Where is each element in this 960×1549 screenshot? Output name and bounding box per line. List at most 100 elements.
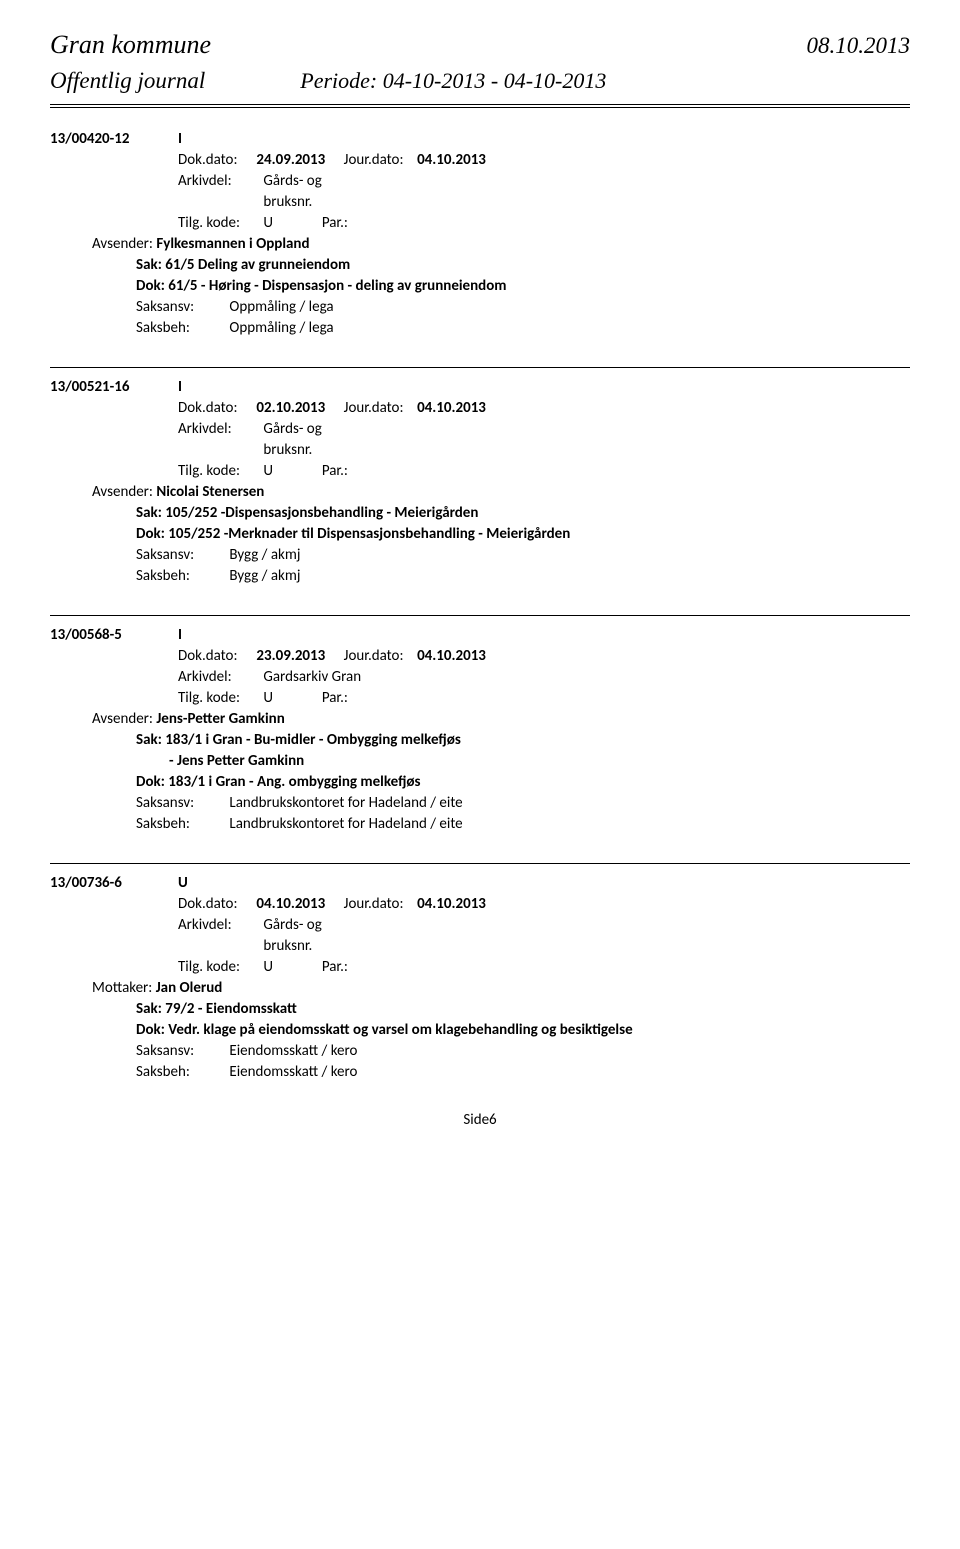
person-label: Avsender: [92,483,153,501]
dokdato-label: Dok.dato: [178,151,253,169]
arkivdel-label: Arkivdel: [178,668,260,686]
arkivdel-row: Arkivdel: Gårds- og [178,916,910,934]
sak-row: Sak: 183/1 i Gran - Bu-midler - Ombyggin… [136,731,910,749]
saksbeh-row: Saksbeh: Eiendomsskatt / kero [136,1063,910,1081]
dokdato-value: 23.09.2013 [256,647,325,665]
saksansv-row: Saksansv: Bygg / akmj [136,546,910,564]
tilgkode-row: Tilg. kode: U Par.: [178,689,910,707]
saksbeh-value: Oppmåling / lega [229,319,333,337]
tilgkode-row: Tilg. kode: U Par.: [178,462,910,480]
arkivdel-row2: bruksnr. [178,193,910,211]
saksansv-value: Eiendomsskatt / kero [229,1042,357,1060]
report-period: Periode: 04-10-2013 - 04-10-2013 [300,68,606,94]
dokdato-label: Dok.dato: [178,647,253,665]
saksansv-value: Bygg / akmj [229,546,300,564]
dates-row: Dok.dato: 24.09.2013 Jour.dato: 04.10.20… [178,151,910,169]
page-subheader: Offentlig journal Periode: 04-10-2013 - … [50,68,910,94]
arkivdel-label: Arkivdel: [178,172,260,190]
jourdato-label: Jour.dato: [344,895,404,913]
jourdato-value: 04.10.2013 [407,151,486,169]
sak-value: 105/252 -Dispensasjonsbehandling - Meier… [165,504,478,522]
doc-type: I [178,130,182,148]
arkivdel-row: Arkivdel: Gårds- og [178,420,910,438]
tilgkode-row: Tilg. kode: U Par.: [178,958,910,976]
arkivdel-value2: bruksnr. [263,441,312,459]
case-id: 13/00521-16 [50,378,178,396]
arkivdel-value2: bruksnr. [263,937,312,955]
saksbeh-row: Saksbeh: Bygg / akmj [136,567,910,585]
par-label: Par.: [322,689,348,707]
dok-row: Dok: Vedr. klage på eiendomsskatt og var… [136,1021,910,1039]
sak-row: Sak: 61/5 Deling av grunneiendom [136,256,910,274]
entry-divider [50,615,910,616]
journal-entry: 13/00420-12 I Dok.dato: 24.09.2013 Jour.… [50,130,910,337]
tilgkode-value: U [263,462,318,480]
saksansv-value: Landbrukskontoret for Hadeland / eite [229,794,462,812]
entry-divider [50,367,910,368]
jourdato-value: 04.10.2013 [407,647,486,665]
arkivdel-row: Arkivdel: Gårds- og [178,172,910,190]
saksbeh-row: Saksbeh: Landbrukskontoret for Hadeland … [136,815,910,833]
entry-header-row: 13/00420-12 I [50,130,910,148]
page-header: Gran kommune 08.10.2013 [50,30,910,60]
sak-label: Sak: [136,731,162,749]
entry-header-row: 13/00521-16 I [50,378,910,396]
saksansv-row: Saksansv: Landbrukskontoret for Hadeland… [136,794,910,812]
person-label: Mottaker: [92,979,152,997]
jourdato-label: Jour.dato: [344,399,404,417]
dates-row: Dok.dato: 23.09.2013 Jour.dato: 04.10.20… [178,647,910,665]
sak-label: Sak: [136,504,162,522]
arkivdel-label: Arkivdel: [178,420,260,438]
dates-row: Dok.dato: 04.10.2013 Jour.dato: 04.10.20… [178,895,910,913]
dok-value: 183/1 i Gran - Ang. ombygging melkefjøs [168,773,420,791]
dok-label: Dok: [136,277,165,295]
jourdato-value: 04.10.2013 [407,895,486,913]
dok-label: Dok: [136,773,165,791]
arkivdel-value: Gårds- og [263,420,321,438]
saksansv-row: Saksansv: Oppmåling / lega [136,298,910,316]
tilgkode-row: Tilg. kode: U Par.: [178,214,910,232]
arkivdel-row2: bruksnr. [178,937,910,955]
jourdato-label: Jour.dato: [344,647,404,665]
saksbeh-label: Saksbeh: [136,1063,226,1081]
sak-value: 183/1 i Gran - Bu-midler - Ombygging mel… [165,731,461,749]
sak-value: 79/2 - Eiendomsskatt [165,1000,297,1018]
par-label: Par.: [322,214,348,232]
case-id: 13/00420-12 [50,130,178,148]
entry-divider [50,863,910,864]
dok-row: Dok: 105/252 -Merknader til Dispensasjon… [136,525,910,543]
par-label: Par.: [322,958,348,976]
person-row: Avsender: Nicolai Stenersen [92,483,910,501]
tilgkode-label: Tilg. kode: [178,214,260,232]
person-value: Jan Olerud [156,979,223,997]
sak-value: 61/5 Deling av grunneiendom [165,256,350,274]
case-id: 13/00568-5 [50,626,178,644]
dok-label: Dok: [136,525,165,543]
doc-type: I [178,626,182,644]
saksansv-label: Saksansv: [136,794,226,812]
saksbeh-row: Saksbeh: Oppmåling / lega [136,319,910,337]
arkivdel-value: Gårds- og [263,916,321,934]
dok-label: Dok: [136,1021,165,1039]
dokdato-label: Dok.dato: [178,895,253,913]
entries-list: 13/00420-12 I Dok.dato: 24.09.2013 Jour.… [50,130,910,1081]
journal-entry: 13/00521-16 I Dok.dato: 02.10.2013 Jour.… [50,378,910,585]
saksbeh-value: Bygg / akmj [229,567,300,585]
sak-row: Sak: 105/252 -Dispensasjonsbehandling - … [136,504,910,522]
tilgkode-label: Tilg. kode: [178,689,260,707]
sak-line2: - Jens Petter Gamkinn [169,752,910,770]
jourdato-label: Jour.dato: [344,151,404,169]
person-value: Jens-Petter Gamkinn [156,710,284,728]
dok-row: Dok: 61/5 - Høring - Dispensasjon - deli… [136,277,910,295]
arkivdel-value2: bruksnr. [263,193,312,211]
dokdato-value: 04.10.2013 [256,895,325,913]
sak-label: Sak: [136,1000,162,1018]
dok-row: Dok: 183/1 i Gran - Ang. ombygging melke… [136,773,910,791]
dokdato-label: Dok.dato: [178,399,253,417]
report-date: 08.10.2013 [807,33,911,59]
case-id: 13/00736-6 [50,874,178,892]
person-row: Avsender: Jens-Petter Gamkinn [92,710,910,728]
page-footer: Side6 [50,1111,910,1129]
tilgkode-value: U [263,958,318,976]
saksbeh-label: Saksbeh: [136,567,226,585]
